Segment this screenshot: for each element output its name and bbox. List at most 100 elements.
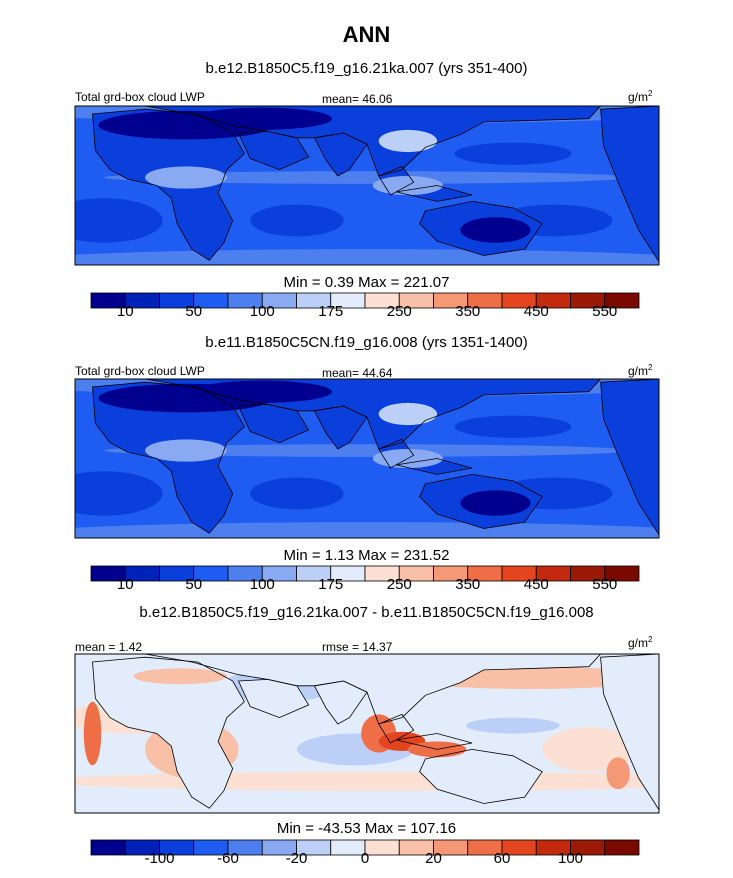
low-lwp-atlantic	[75, 471, 163, 516]
congo-max	[145, 166, 227, 189]
panel-2-units-label: g/m2	[628, 363, 652, 378]
colorbar-2-tick-label: 50	[185, 576, 202, 593]
land-arabia	[238, 679, 309, 718]
storm-track-south	[75, 522, 659, 538]
coastline-americas-south	[600, 654, 659, 811]
coastline-americas-south	[600, 379, 659, 536]
coastline-seasia	[378, 165, 415, 196]
colorbar-1-swatch	[604, 292, 640, 309]
desert-min	[191, 380, 332, 403]
coastline-asia	[145, 654, 602, 725]
land-americas-south	[600, 654, 659, 810]
colorbar-1-tick-label: 10	[117, 303, 134, 320]
coastline-africa	[92, 656, 245, 809]
desert-min	[191, 107, 332, 130]
coastline-australia	[419, 748, 543, 804]
coastline-asia	[145, 379, 602, 450]
colorbar-3-swatch	[604, 839, 640, 856]
panel-1-units-text: g/m	[628, 90, 649, 104]
panel-2-minmax: Min = 1.13 Max = 231.52	[283, 547, 450, 564]
figure-title: ANN	[342, 22, 391, 47]
colorbar-1-tick-label: 250	[387, 303, 412, 320]
low-lwp-indian	[250, 204, 344, 237]
land-africa	[92, 657, 245, 809]
tibet-max	[378, 402, 438, 426]
land-india	[314, 133, 367, 176]
colorbar-3-swatch	[364, 839, 400, 856]
panel-2-case-title: b.e11.B1850C5CN.f19_g16.008 (yrs 1351-14…	[205, 334, 528, 351]
map-frame-2	[74, 378, 660, 539]
colorbar-3-swatch	[90, 839, 126, 856]
panel-1-units-label: g/m2	[628, 89, 652, 104]
sahara-positive	[133, 668, 227, 685]
colorbar-1-tick-label: 175	[318, 303, 343, 320]
land-india	[314, 406, 367, 449]
map-frame-3	[74, 653, 660, 814]
panel-1-mean-label: mean= 46.06	[322, 92, 393, 106]
panel-3-mean-label: mean = 1.42	[75, 640, 143, 654]
panel-2-variable-label: Total grd-box cloud LWP	[75, 364, 205, 378]
land-asia	[145, 654, 601, 724]
land-australia	[419, 749, 543, 804]
coastline-africa	[92, 108, 245, 261]
colorbar-2-swatch	[604, 565, 640, 582]
coastline-indonesia	[396, 458, 473, 475]
map-panel-2	[75, 379, 659, 538]
australia-min	[460, 490, 531, 516]
coast-right-max	[606, 757, 630, 790]
panel-3-units-sup: 2	[648, 635, 653, 644]
colorbar-1-tick-label: 100	[250, 303, 275, 320]
panel-3-rmse-label: rmse = 14.37	[322, 640, 393, 654]
panel-2-units-sup: 2	[648, 363, 653, 372]
panel-3-case-title: b.e12.B1850C5.f19_g16.21ka.007 - b.e11.B…	[139, 604, 594, 621]
colorbar-1-tick-label: 350	[455, 303, 480, 320]
land-americas-south	[600, 379, 659, 535]
low-lwp-pacific-north	[454, 142, 572, 165]
low-lwp-indian	[250, 477, 344, 510]
storm-track-south	[75, 249, 659, 265]
coastline-americas-south	[600, 106, 659, 263]
panel-3-minmax: Min = -43.53 Max = 107.16	[276, 820, 457, 837]
map-frame-1	[74, 105, 660, 266]
coastline-indonesia	[396, 185, 473, 202]
colorbar-2-tick-label: 250	[387, 576, 412, 593]
southern-band	[75, 771, 659, 791]
panel-1-minmax: Min = 0.39 Max = 221.07	[283, 274, 450, 291]
panel-3-units-text: g/m	[628, 636, 649, 650]
panel-1-case-title: b.e12.B1850C5.f19_g16.21ka.007 (yrs 351-…	[205, 60, 528, 77]
land-arabia	[238, 404, 309, 443]
colorbar-3-tick-label: -20	[286, 850, 308, 867]
colorbar-2-tick-label: 350	[455, 576, 480, 593]
coast-left-max	[83, 701, 102, 766]
panel-1-units-sup: 2	[648, 89, 653, 98]
colorbar-3-tick-label: -60	[217, 850, 239, 867]
coastline-seasia	[378, 438, 415, 469]
coastline-asia	[145, 106, 602, 177]
colorbar-2-tick-label: 100	[250, 576, 275, 593]
tibet-max	[378, 129, 438, 153]
itcz-band	[104, 171, 630, 184]
panel-1-variable-label: Total grd-box cloud LWP	[75, 90, 205, 104]
low-lwp-pacific-north	[454, 415, 572, 438]
colorbar-3-tick-label: 0	[361, 850, 369, 867]
colorbar-3-tick-label: 20	[425, 850, 442, 867]
coastline-australia	[419, 200, 543, 256]
land-arabia	[238, 131, 309, 170]
colorbar-2-tick-label: 450	[524, 576, 549, 593]
australia-min	[460, 217, 531, 243]
equatorial-negative	[466, 717, 560, 734]
colorbar-1-tick-label: 550	[592, 303, 617, 320]
panel-3-units-label: g/m2	[628, 635, 652, 650]
colorbar-2-tick-label: 550	[592, 576, 617, 593]
panel-2-units-text: g/m	[628, 364, 649, 378]
map-panel-3	[75, 654, 659, 813]
colorbar-3-tick-label: -100	[144, 850, 174, 867]
colorbar-2-tick-label: 175	[318, 576, 343, 593]
colorbar-3-tick-label: 100	[558, 850, 583, 867]
colorbar-2-tick-label: 10	[117, 576, 134, 593]
colorbar-3-tick-label: 60	[494, 850, 511, 867]
map-panel-1	[75, 106, 659, 265]
congo-max	[145, 439, 227, 462]
coastline-africa	[92, 381, 245, 534]
